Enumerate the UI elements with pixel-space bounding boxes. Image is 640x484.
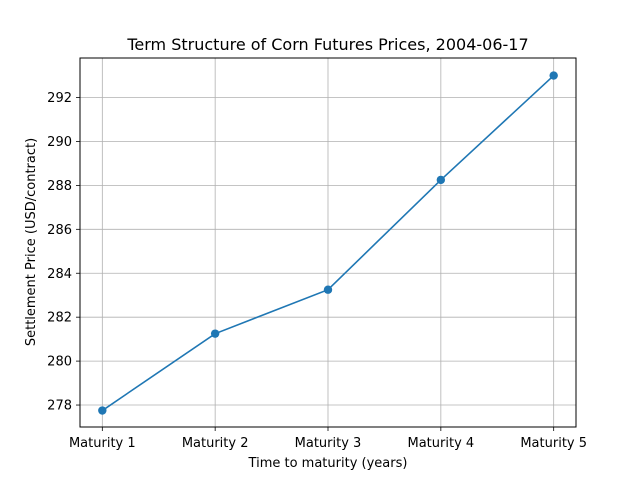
y-tick-label: 292 bbox=[47, 91, 72, 106]
x-tick-label: Maturity 5 bbox=[520, 436, 587, 451]
y-tick-label: 290 bbox=[47, 135, 72, 150]
data-point bbox=[549, 71, 558, 80]
series-layer bbox=[98, 71, 558, 415]
x-axis-label: Time to maturity (years) bbox=[248, 456, 408, 471]
tick-layer: Maturity 1 Maturity 2 Maturity 3 Maturity 4… bbox=[47, 91, 587, 451]
data-point bbox=[323, 285, 333, 294]
chart-title: Term Structure of Corn Futures Prices, 2… bbox=[126, 35, 528, 54]
y-axis-label: Settlement Price (USD/contract) bbox=[24, 138, 39, 346]
x-tick-label: Maturity 3 bbox=[295, 436, 362, 451]
data-point bbox=[436, 175, 446, 185]
grid-layer bbox=[80, 58, 576, 427]
y-tick-label: 278 bbox=[47, 399, 72, 414]
x-tick-label: Maturity 4 bbox=[408, 436, 475, 451]
x-tick-label: Maturity 1 bbox=[69, 436, 136, 451]
x-tick-label: Maturity 2 bbox=[182, 436, 249, 451]
y-tick-label: 280 bbox=[47, 355, 72, 370]
y-tick-label: 282 bbox=[47, 311, 72, 326]
y-tick-label: 286 bbox=[47, 223, 72, 238]
data-point bbox=[210, 329, 220, 338]
data-point bbox=[98, 406, 107, 415]
y-tick-label: 284 bbox=[47, 267, 72, 282]
y-tick-label: 288 bbox=[47, 179, 72, 194]
